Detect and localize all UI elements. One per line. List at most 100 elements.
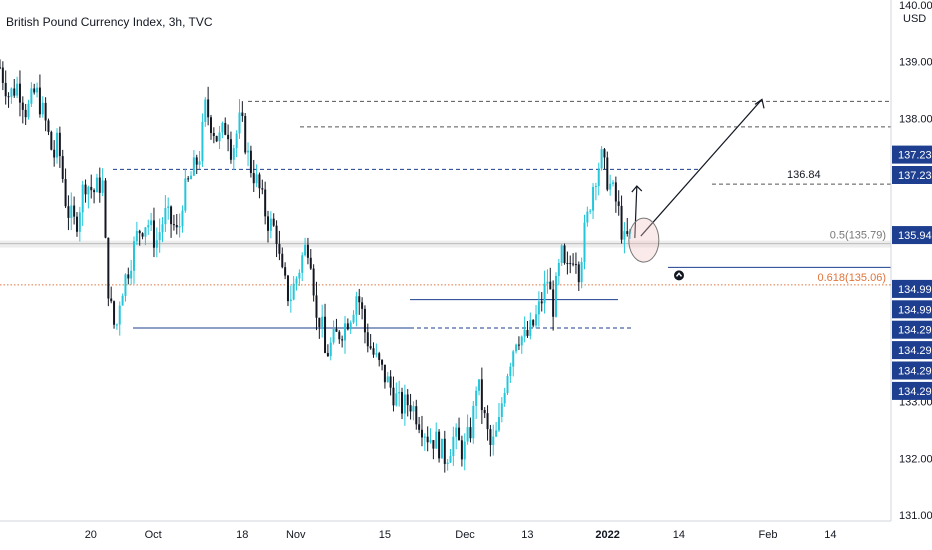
candle-23: [64, 168, 67, 209]
candle-body: [36, 87, 39, 93]
candle-86: [244, 113, 247, 155]
candle-150: [426, 426, 429, 452]
candle-215: [612, 180, 615, 187]
candle-108: [306, 237, 309, 265]
candle-body: [175, 225, 178, 228]
candle-201: [572, 253, 575, 267]
candle-175: [497, 402, 500, 433]
candle-body: [446, 462, 449, 464]
candle-body: [429, 440, 432, 443]
candle-219: [623, 222, 626, 254]
price-badge-bg: [892, 145, 932, 164]
candle-body: [600, 149, 603, 169]
candle-173: [492, 424, 495, 456]
candle-180: [512, 349, 515, 377]
candle-body: [489, 429, 492, 445]
candle-85: [241, 101, 244, 122]
candle-body: [395, 393, 398, 406]
price-axis[interactable]: 131.00132.00133.00134.00135.00136.00137.…: [890, 0, 932, 522]
price-badge-label: 134.29: [898, 366, 932, 378]
candle-body: [321, 316, 324, 327]
candle-body: [158, 232, 161, 241]
candle-body: [133, 241, 136, 271]
time-axis[interactable]: 20 Oct 18 Nov 15 Dec 13 2022 14 Feb 14: [0, 520, 891, 541]
candle-body: [21, 102, 24, 110]
candle-206: [586, 206, 589, 227]
candle-81: [229, 131, 232, 164]
candle-body: [554, 275, 557, 317]
candle-body: [255, 174, 258, 184]
candle-body: [589, 210, 592, 212]
candle-body: [192, 157, 195, 176]
candle-body: [560, 245, 563, 263]
candle-body: [264, 189, 267, 217]
candle-37: [104, 178, 107, 239]
candle-body: [181, 210, 184, 227]
candle-204: [580, 257, 583, 289]
candle-199: [566, 251, 569, 275]
candle-body: [503, 392, 506, 404]
y-tick-9: 140.00: [899, 0, 932, 12]
candle-8: [21, 96, 24, 124]
price-badges: 137.23 137.23 135.94 134.99 134.99 134.29 134.…: [892, 145, 932, 400]
candle-body: [338, 331, 341, 340]
candle-40: [113, 300, 116, 329]
candle-92: [261, 179, 264, 195]
price-badge-1: 137.23: [892, 166, 932, 184]
candle-body: [7, 96, 10, 98]
candle-body: [286, 275, 289, 302]
candle-body: [75, 216, 78, 232]
candle-88: [249, 145, 252, 178]
candle-body: [517, 344, 520, 346]
candle-body: [583, 222, 586, 262]
candle-body: [107, 237, 110, 299]
candle-42: [118, 301, 121, 336]
price-badge-label: 134.29: [898, 325, 932, 337]
candle-body: [469, 427, 472, 439]
candle-body: [460, 440, 463, 460]
candle-body: [497, 417, 500, 431]
candle-163: [463, 433, 466, 471]
candle-6: [16, 76, 19, 99]
candle-34: [95, 173, 98, 193]
candle-body: [178, 226, 181, 228]
candle-91: [258, 172, 261, 199]
candle-144: [409, 393, 412, 420]
candle-170: [483, 407, 486, 419]
price-badge-8: 134.29: [892, 381, 932, 400]
candle-75: [212, 127, 215, 144]
candle-body: [138, 230, 141, 234]
price-badge-bg: [892, 166, 932, 184]
candle-208: [592, 183, 595, 220]
candle-body: [58, 132, 61, 157]
candle-body: [577, 264, 580, 283]
candle-89: [252, 159, 255, 193]
candle-body: [438, 431, 441, 459]
fib-05-label: 0.5(135.79): [830, 230, 886, 242]
candle-195: [554, 272, 557, 318]
candle-body: [324, 316, 327, 353]
candle-44: [124, 273, 127, 302]
candle-body: [606, 157, 609, 190]
candle-80: [227, 124, 230, 152]
candle-110: [312, 264, 315, 302]
candle-body: [620, 205, 623, 240]
candle-body: [355, 296, 358, 315]
candle-body: [152, 220, 155, 248]
candle-118: [335, 318, 338, 332]
candle-body: [483, 410, 486, 414]
candle-body: [612, 182, 615, 184]
candle-99: [281, 247, 284, 269]
y-tick-0: 131.00: [899, 510, 932, 522]
candle-body: [423, 436, 426, 438]
candle-138: [392, 376, 395, 412]
price-badge-bg: [892, 226, 932, 245]
candle-body: [349, 322, 352, 330]
candle-body: [207, 99, 210, 118]
candle-body: [363, 308, 366, 333]
candle-29: [81, 180, 84, 226]
candle-body: [70, 205, 73, 218]
price-badge-bg: [892, 279, 932, 298]
candle-body: [84, 184, 87, 195]
